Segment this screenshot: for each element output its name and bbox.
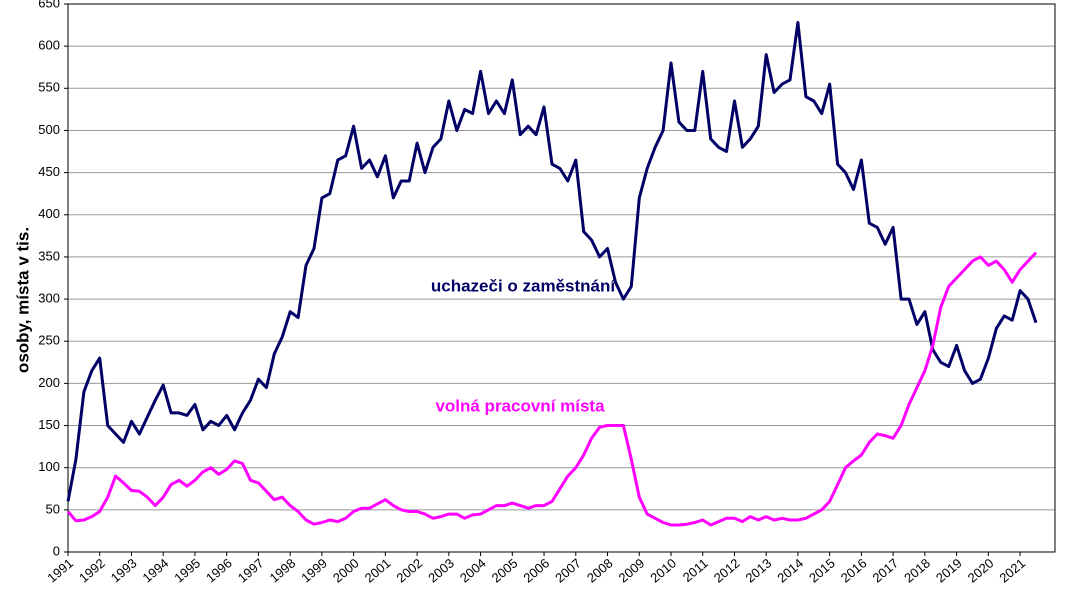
series-line — [66, 251, 1038, 527]
y-tick-label: 550 — [38, 80, 60, 95]
x-tick-label: 1995 — [171, 555, 203, 585]
x-tick-label: 1999 — [298, 555, 330, 585]
x-tick-label: 1996 — [203, 555, 235, 585]
x-tick-label: 2001 — [362, 555, 394, 585]
y-tick-label: 400 — [38, 206, 60, 221]
x-tick-label: 2020 — [965, 555, 997, 585]
plot-frame — [67, 3, 1056, 553]
y-tick-label: 0 — [53, 543, 60, 558]
series-annotation: volná pracovní místa — [435, 396, 605, 415]
x-tick-label: 2015 — [806, 555, 838, 585]
y-axis-label: osoby, místa v tis. — [13, 227, 32, 373]
x-tick-label: 1997 — [235, 555, 267, 585]
y-tick-label: 200 — [38, 375, 60, 390]
y-tick-label: 300 — [38, 291, 60, 306]
x-tick-label: 2014 — [774, 555, 806, 585]
y-tick-label: 50 — [46, 501, 60, 516]
x-tick-label: 2003 — [425, 555, 457, 585]
y-tick-label: 350 — [38, 248, 60, 263]
y-tick-label: 650 — [38, 0, 60, 10]
x-tick-label: 2004 — [457, 555, 489, 585]
y-tick-label: 600 — [38, 38, 60, 53]
x-tick-label: 2021 — [996, 555, 1028, 585]
x-tick-label: 2005 — [489, 555, 521, 585]
x-tick-label: 2000 — [330, 555, 362, 585]
x-tick-label: 1998 — [266, 555, 298, 585]
x-tick-label: 2006 — [520, 555, 552, 585]
y-tick-label: 500 — [38, 122, 60, 137]
x-tick-label: 2016 — [838, 555, 870, 585]
x-tick-label: 2011 — [680, 555, 711, 584]
y-tick-label: 100 — [38, 459, 60, 474]
x-tick-label: 2012 — [711, 555, 743, 585]
x-tick-label: 2019 — [933, 555, 965, 585]
x-tick-label: 2010 — [647, 555, 679, 585]
x-tick-label: 1994 — [140, 555, 172, 585]
y-tick-label: 250 — [38, 333, 60, 348]
series-annotation: uchazeči o zaměstnání — [431, 276, 617, 295]
x-tick-label: 2008 — [584, 555, 616, 585]
x-tick-label: 1993 — [108, 555, 140, 585]
x-tick-label: 1991 — [44, 555, 76, 585]
x-tick-label: 2017 — [869, 555, 901, 585]
x-tick-label: 2002 — [393, 555, 425, 585]
x-tick-label: 1992 — [76, 555, 108, 585]
y-tick-label: 450 — [38, 164, 60, 179]
series-line — [66, 21, 1038, 502]
x-tick-label: 2007 — [552, 555, 584, 585]
x-tick-label: 2013 — [743, 555, 775, 585]
y-tick-label: 150 — [38, 417, 60, 432]
x-tick-label: 2018 — [901, 555, 933, 585]
x-tick-label: 2009 — [616, 555, 648, 585]
